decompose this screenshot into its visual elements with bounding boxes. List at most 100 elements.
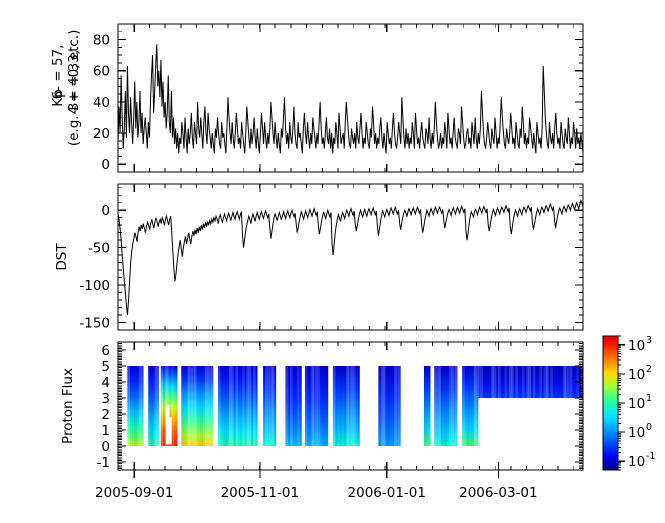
heatmap-column (294, 366, 298, 446)
heatmap-column (550, 366, 553, 398)
heatmap-column (380, 366, 384, 446)
heatmap-column (194, 366, 197, 446)
heatmap-column (451, 366, 454, 446)
heatmap-column (238, 366, 241, 446)
heatmap-column (269, 366, 273, 446)
heatmap-column (138, 366, 142, 446)
y-tick-label: 80 (93, 33, 110, 49)
heatmap-column (357, 366, 361, 446)
heatmap-column (556, 366, 560, 398)
heatmap-column (495, 366, 499, 398)
x-axis-tick-labels: 2005-09-01 2005-11-01 2006-01-01 2006-03-01 (95, 470, 538, 501)
heatmap-column (344, 366, 347, 446)
dst-series-line (118, 198, 583, 316)
heatmap-column (200, 366, 203, 446)
heatmap-band (478, 366, 583, 398)
heatmap-column (183, 366, 186, 446)
colorbar-tick-label: 10 (628, 396, 645, 412)
heatmap-column (559, 366, 562, 398)
proton-flux-x-ticks (117, 342, 575, 470)
heatmap-column (287, 366, 291, 446)
heatmap-column (187, 366, 191, 446)
heatmap-column (285, 366, 289, 446)
heatmap-column (532, 366, 536, 398)
y-tick-label: 20 (93, 126, 110, 142)
heatmap-column (346, 366, 349, 446)
heatmap-gap (165, 404, 170, 445)
heatmap-band (332, 366, 360, 446)
heatmap-column (484, 366, 488, 398)
y-tick-label: 3 (101, 391, 110, 407)
heatmap-column (242, 366, 245, 446)
x-tick-label: 2006-03-01 (459, 485, 537, 501)
heatmap-column (203, 366, 205, 446)
heatmap-column (524, 366, 527, 398)
heatmap-column (206, 366, 210, 446)
heatmap-column (248, 366, 252, 446)
heatmap-column (304, 366, 308, 446)
colorbar-tick-exponent: 3 (646, 335, 652, 346)
heatmap-column (473, 366, 477, 446)
heatmap-column (526, 366, 529, 398)
colorbar-tick-exponent: 1 (646, 393, 652, 404)
kp-ylabel-line-3: 4 = 40, etc.) (66, 30, 82, 115)
heatmap-column (355, 366, 358, 446)
heatmap-column (332, 366, 336, 446)
heatmap-column (444, 366, 448, 446)
heatmap-column (244, 366, 247, 446)
heatmap-column (476, 366, 479, 446)
colorbar-tick-label: 10 (628, 367, 645, 383)
y-tick-label: -100 (79, 278, 110, 294)
heatmap-column (191, 366, 195, 446)
heatmap-column (323, 366, 327, 446)
y-tick-label: 0 (101, 157, 110, 173)
kp-ylabel-line-0: Kp (50, 89, 66, 106)
heatmap-column (506, 366, 510, 398)
heatmap-column (315, 366, 318, 446)
heatmap-column (428, 366, 431, 446)
heatmap-column (160, 366, 164, 446)
y-tick-label: 0 (101, 439, 110, 455)
heatmap-column (226, 366, 230, 446)
heatmap-column (520, 366, 523, 398)
heatmap-band (217, 366, 258, 446)
x-tick-label: 2005-09-01 (95, 485, 173, 501)
x-tick-label: 2005-11-01 (221, 485, 299, 501)
heatmap-column (339, 366, 343, 446)
proton-flux-heatmap (127, 366, 583, 446)
heatmap-column (189, 366, 193, 446)
heatmap-column (449, 366, 452, 446)
dst-panel: 0 -50 -100 -150 DST (54, 183, 584, 332)
heatmap-column (423, 366, 427, 446)
heatmap-column (508, 366, 512, 398)
heatmap-column (398, 366, 402, 446)
heatmap-column (299, 366, 303, 446)
heatmap-column (500, 366, 503, 398)
colorbar-tick-label: 10 (628, 454, 645, 470)
heatmap-column (233, 366, 236, 446)
heatmap-column (528, 366, 532, 398)
heatmap-column (290, 366, 293, 446)
colorbar-tick-exponent: 0 (646, 422, 652, 433)
kp-panel: 0 20 40 60 80 Kp (e.g. 3+ = 33, 6- = 57, 4 =… (50, 23, 584, 173)
heatmap-column (487, 366, 490, 398)
colorbar-tick-label: 10 (628, 338, 645, 354)
heatmap-column (246, 366, 250, 446)
heatmap-column (309, 366, 312, 446)
heatmap-column (543, 366, 547, 398)
heatmap-column (511, 366, 514, 398)
heatmap-column (565, 366, 569, 398)
heatmap-column (156, 366, 160, 446)
heatmap-column (541, 366, 545, 398)
x-tick-label: 2006-01-01 (348, 485, 426, 501)
y-tick-label: 40 (93, 95, 110, 111)
heatmap-band (148, 366, 159, 446)
heatmap-column (154, 366, 158, 446)
heatmap-column (141, 366, 144, 446)
heatmap-column (131, 366, 135, 446)
heatmap-column (389, 366, 393, 446)
kp-y-ticks: 0 20 40 60 80 (93, 23, 583, 173)
heatmap-column (535, 366, 538, 398)
heatmap-column (434, 366, 437, 446)
